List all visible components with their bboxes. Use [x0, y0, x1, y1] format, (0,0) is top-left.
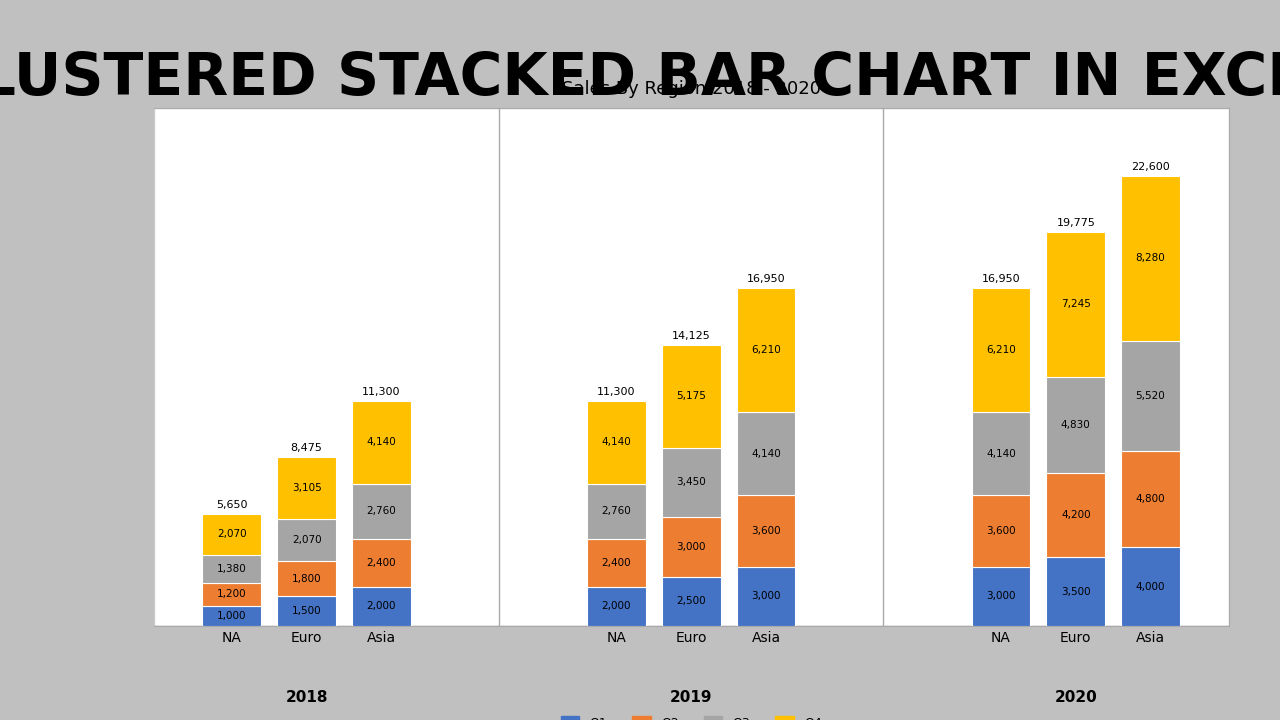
Bar	[972, 289, 1030, 413]
Text: 1,500: 1,500	[292, 606, 321, 616]
Bar	[352, 401, 411, 484]
Bar	[1121, 546, 1180, 626]
Text: 3,600: 3,600	[986, 526, 1016, 536]
Bar	[736, 567, 795, 626]
Bar	[588, 484, 646, 539]
Text: 2,500: 2,500	[676, 596, 707, 606]
Text: 4,140: 4,140	[366, 437, 397, 447]
Bar	[278, 457, 337, 519]
Bar	[662, 448, 721, 517]
Bar	[278, 596, 337, 626]
Text: 5,520: 5,520	[1135, 391, 1165, 401]
Bar	[1046, 473, 1105, 557]
Text: 3,105: 3,105	[292, 483, 321, 493]
Bar	[202, 606, 261, 626]
Bar	[1046, 232, 1105, 377]
Text: CLUSTERED STACKED BAR CHART IN EXCEL: CLUSTERED STACKED BAR CHART IN EXCEL	[0, 50, 1280, 107]
Text: 4,140: 4,140	[986, 449, 1016, 459]
Text: 3,000: 3,000	[987, 592, 1016, 601]
Text: 3,450: 3,450	[676, 477, 707, 487]
Text: 19,775: 19,775	[1056, 218, 1096, 228]
Bar	[588, 401, 646, 484]
Text: 2,400: 2,400	[366, 557, 397, 567]
Text: 4,200: 4,200	[1061, 510, 1091, 520]
Text: 16,950: 16,950	[746, 274, 786, 284]
Text: 2,400: 2,400	[602, 557, 631, 567]
Text: 6,210: 6,210	[986, 346, 1016, 356]
Text: 14,125: 14,125	[672, 330, 710, 341]
Text: 8,280: 8,280	[1135, 253, 1165, 264]
Text: 2018: 2018	[285, 690, 328, 705]
Bar	[202, 555, 261, 582]
Text: 3,000: 3,000	[676, 541, 707, 552]
Text: 4,000: 4,000	[1135, 582, 1165, 592]
Text: 5,650: 5,650	[216, 500, 247, 510]
Text: 3,600: 3,600	[751, 526, 781, 536]
Text: 8,475: 8,475	[291, 444, 323, 454]
Text: 2020: 2020	[1055, 690, 1097, 705]
Text: 3,000: 3,000	[751, 592, 781, 601]
Text: 5,175: 5,175	[676, 392, 707, 401]
Text: 1,000: 1,000	[218, 611, 247, 621]
Text: 4,830: 4,830	[1061, 420, 1091, 430]
Bar	[736, 495, 795, 567]
Bar	[154, 108, 1229, 626]
Bar	[972, 413, 1030, 495]
Bar	[352, 484, 411, 539]
Text: 2,760: 2,760	[366, 506, 397, 516]
Bar	[736, 413, 795, 495]
Text: 4,140: 4,140	[751, 449, 781, 459]
Title: Sales By Region 2018 - 2020: Sales By Region 2018 - 2020	[562, 80, 820, 98]
Bar	[972, 567, 1030, 626]
Bar	[1046, 557, 1105, 626]
Bar	[662, 517, 721, 577]
Bar	[278, 519, 337, 561]
Bar	[352, 587, 411, 626]
Text: 22,600: 22,600	[1132, 162, 1170, 172]
Text: 11,300: 11,300	[362, 387, 401, 397]
Text: 4,140: 4,140	[602, 437, 631, 447]
Bar	[1121, 341, 1180, 451]
Bar	[202, 582, 261, 606]
Bar	[662, 577, 721, 626]
Text: 2,000: 2,000	[602, 601, 631, 611]
Text: 1,800: 1,800	[292, 574, 321, 583]
Text: 2,070: 2,070	[218, 529, 247, 539]
Text: 2019: 2019	[669, 690, 713, 705]
Legend: Q1, Q2, Q3, Q4: Q1, Q2, Q3, Q4	[556, 711, 827, 720]
Text: 4,800: 4,800	[1135, 494, 1165, 504]
Text: 3,500: 3,500	[1061, 587, 1091, 596]
Bar	[662, 345, 721, 448]
Text: 16,950: 16,950	[982, 274, 1020, 284]
Text: 1,380: 1,380	[218, 564, 247, 574]
Bar	[1121, 176, 1180, 341]
Bar	[202, 514, 261, 555]
Bar	[972, 495, 1030, 567]
Bar	[1121, 451, 1180, 546]
Bar	[736, 289, 795, 413]
Text: 6,210: 6,210	[751, 346, 781, 356]
Bar	[588, 587, 646, 626]
Bar	[1046, 377, 1105, 473]
Bar	[588, 539, 646, 587]
Text: 2,070: 2,070	[292, 535, 321, 545]
Text: 7,245: 7,245	[1061, 300, 1091, 310]
Text: 2,760: 2,760	[602, 506, 631, 516]
Bar	[278, 561, 337, 596]
Text: 11,300: 11,300	[598, 387, 636, 397]
Text: 1,200: 1,200	[218, 590, 247, 600]
Bar	[352, 539, 411, 587]
Text: 2,000: 2,000	[366, 601, 396, 611]
